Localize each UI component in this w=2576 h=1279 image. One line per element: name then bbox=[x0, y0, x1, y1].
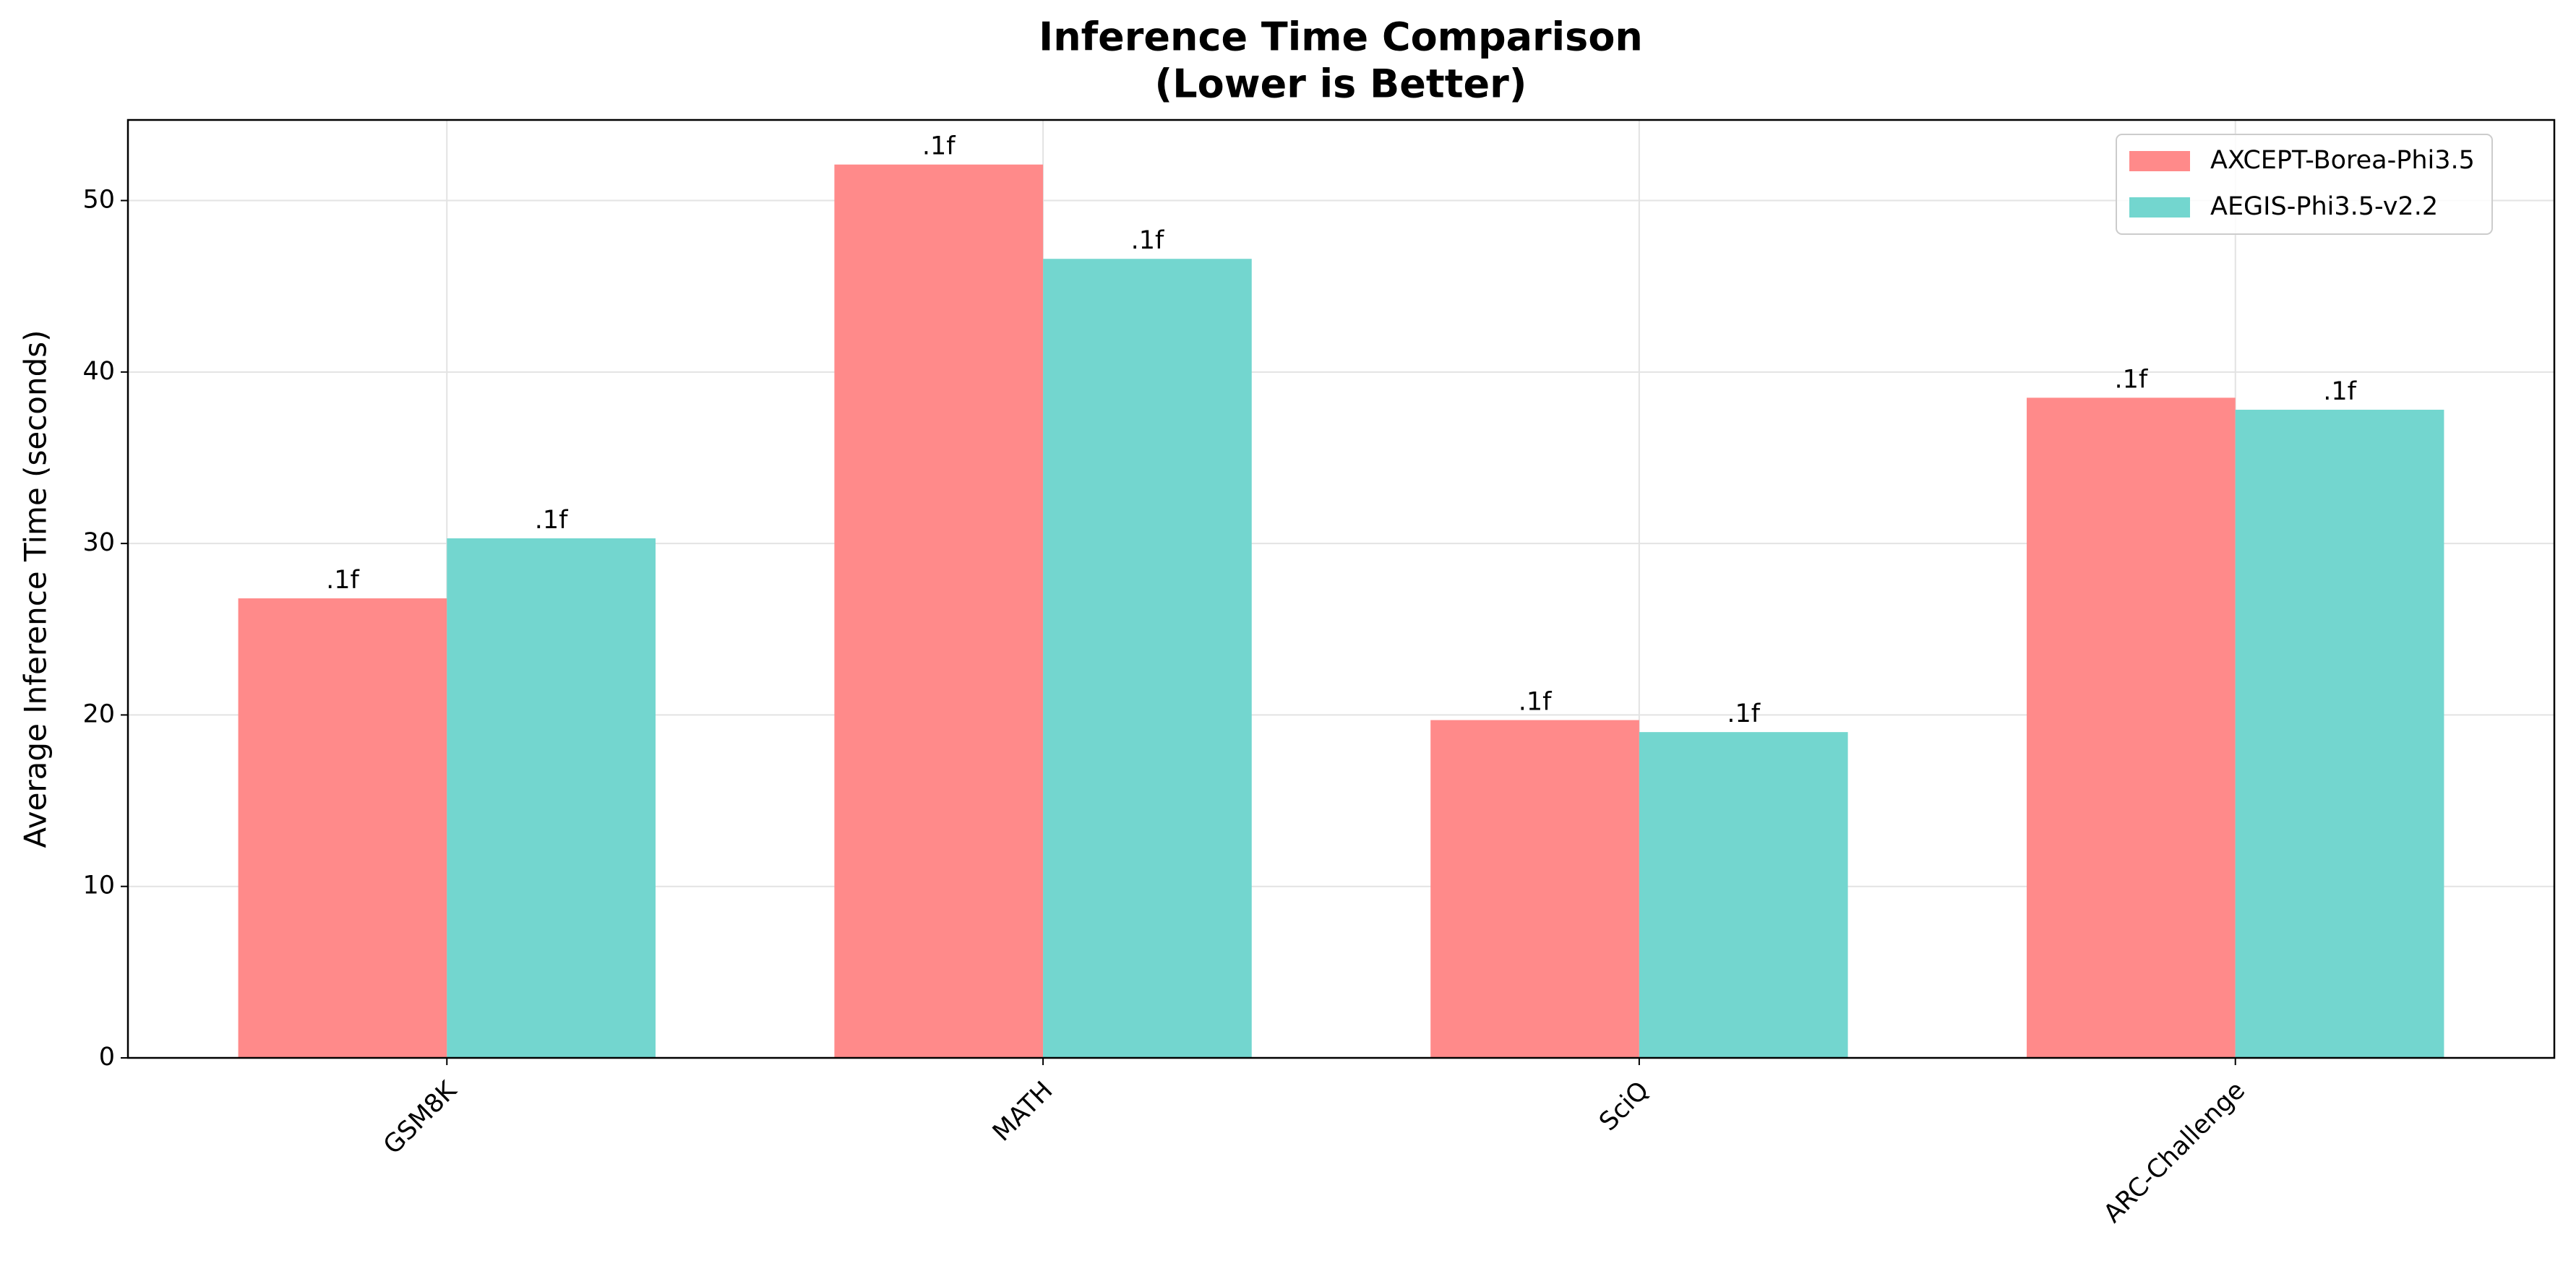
bar bbox=[2027, 397, 2236, 1058]
value-label: .1f bbox=[1727, 699, 1760, 728]
bar bbox=[1430, 720, 1639, 1058]
bar bbox=[447, 538, 656, 1058]
y-tick-label: 40 bbox=[82, 357, 115, 386]
bar bbox=[1043, 259, 1252, 1059]
value-label: .1f bbox=[1131, 226, 1164, 255]
bar bbox=[2235, 410, 2444, 1058]
legend-box bbox=[2116, 134, 2493, 235]
legend: AXCEPT-Borea-Phi3.5 AEGIS-Phi3.5-v2.2 bbox=[2116, 134, 2493, 235]
y-tick-label: 0 bbox=[99, 1043, 115, 1072]
y-axis-label: Average Inference Time (seconds) bbox=[18, 330, 53, 848]
bar bbox=[1639, 732, 1848, 1058]
y-tick-label: 20 bbox=[82, 699, 115, 728]
value-label: .1f bbox=[326, 566, 359, 595]
y-tick-label: 10 bbox=[82, 871, 115, 900]
value-label: .1f bbox=[2115, 365, 2148, 394]
plot-frame bbox=[126, 119, 2556, 1059]
bar bbox=[834, 164, 1044, 1058]
value-label: .1f bbox=[2323, 377, 2356, 406]
legend-swatch bbox=[2129, 151, 2190, 171]
chart-subtitle: (Lower is Better) bbox=[1155, 61, 1527, 107]
y-tick-label: 50 bbox=[82, 186, 115, 215]
y-tick-label: 30 bbox=[82, 528, 115, 557]
legend-label: AXCEPT-Borea-Phi3.5 bbox=[2210, 146, 2475, 175]
value-label: .1f bbox=[535, 506, 568, 535]
value-label: .1f bbox=[1519, 688, 1552, 717]
bar bbox=[238, 598, 447, 1058]
value-label: .1f bbox=[922, 132, 956, 161]
chart-title: Inference Time Comparison bbox=[1039, 14, 1643, 60]
legend-swatch bbox=[2129, 197, 2190, 218]
bars bbox=[238, 164, 2444, 1059]
legend-label: AEGIS-Phi3.5-v2.2 bbox=[2210, 192, 2438, 221]
